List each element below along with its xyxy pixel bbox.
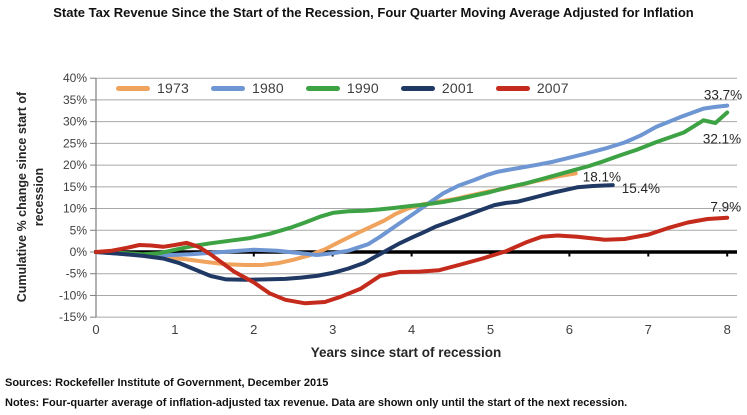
y-axis-title-line1: Cumulative % change since start of xyxy=(15,91,29,303)
y-tick-label: 35% xyxy=(63,93,87,107)
end-label-1990: 32.1% xyxy=(703,132,741,147)
end-label-1973: 18.1% xyxy=(583,169,621,184)
legend-item-1990: 1990 xyxy=(305,80,379,96)
legend: 1973 1980 1990 2001 2007 xyxy=(116,80,569,96)
chart-title: State Tax Revenue Since the Start of the… xyxy=(53,5,694,20)
methodology-note: Notes: Four-quarter average of inflation… xyxy=(5,397,628,409)
y-tick-label: -5% xyxy=(66,267,88,281)
x-tick-label: 4 xyxy=(408,322,415,337)
y-tick-label: -15% xyxy=(59,310,87,324)
x-tick-label: 6 xyxy=(566,322,573,337)
end-label-1980: 33.7% xyxy=(704,88,742,103)
series-line-2001 xyxy=(94,183,615,282)
y-tick-label: 30% xyxy=(63,115,87,129)
x-tick-label: 7 xyxy=(645,322,652,337)
y-tick-label: 0% xyxy=(70,245,88,259)
legend-label: 2001 xyxy=(441,80,474,96)
series-line-2007 xyxy=(94,215,730,306)
y-tick-label: 20% xyxy=(63,158,87,172)
legend-label: 2007 xyxy=(536,80,569,96)
y-tick-label: 15% xyxy=(63,180,87,194)
x-tick-label: 2 xyxy=(250,322,257,337)
legend-swatch-icon xyxy=(495,85,530,91)
legend-swatch-icon xyxy=(400,85,435,91)
legend-label: 1990 xyxy=(346,80,379,96)
legend-swatch-icon xyxy=(305,85,340,91)
end-label-2007: 7.9% xyxy=(710,200,741,215)
series-line-1980 xyxy=(94,103,730,258)
legend-label: 1980 xyxy=(251,80,284,96)
y-axis-title: Cumulative % change since start of reces… xyxy=(14,67,50,327)
x-tick-label: 3 xyxy=(329,322,336,337)
y-tick-label: 10% xyxy=(63,202,87,216)
x-axis-title: Years since start of recession xyxy=(310,345,502,360)
x-tick-label: 1 xyxy=(171,322,178,337)
end-label-2001: 15.4% xyxy=(622,181,660,196)
legend-item-1980: 1980 xyxy=(210,80,284,96)
legend-item-2001: 2001 xyxy=(400,80,474,96)
x-tick-label: 5 xyxy=(487,322,494,337)
x-tick-label: 8 xyxy=(724,322,731,337)
sources-note: Sources: Rockefeller Institute of Govern… xyxy=(5,377,329,389)
legend-item-2007: 2007 xyxy=(495,80,569,96)
y-tick-label: 40% xyxy=(63,71,87,85)
y-tick-label: 5% xyxy=(70,223,88,237)
legend-swatch-icon xyxy=(116,85,150,91)
legend-label: 1973 xyxy=(157,80,189,96)
legend-swatch-icon xyxy=(210,85,245,91)
y-tick-label: 25% xyxy=(63,136,87,150)
legend-item-1973: 1973 xyxy=(116,80,189,96)
y-tick-label: -10% xyxy=(59,288,87,302)
series-line-1990 xyxy=(94,110,730,257)
y-axis-title-line2: recession xyxy=(32,167,46,227)
x-tick-label: 0 xyxy=(92,322,99,337)
